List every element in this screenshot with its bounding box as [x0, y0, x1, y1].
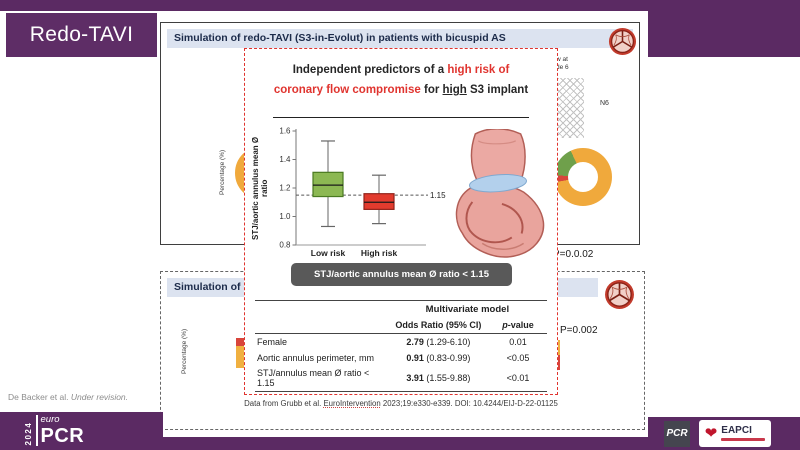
boxplot-chart: STJ/aortic annulus mean Ø ratio 0.8 1.0 1.…	[249, 123, 446, 275]
stent-caption-fragment: w at de 6	[556, 56, 569, 71]
slide-credit: De Backer et al. Under revision.	[8, 392, 129, 402]
panel-bottom-y-axis-label: Percentage (%)	[181, 328, 188, 374]
europcr-euro-text: euro	[40, 414, 60, 425]
svg-text:1.4: 1.4	[279, 155, 291, 164]
title-divider	[273, 117, 529, 118]
svg-text:1.15: 1.15	[430, 191, 446, 200]
panel-bottom-p-value: P=0.002	[560, 325, 598, 336]
europcr-pcr-text: PCR	[40, 424, 85, 447]
donut-chart-fragment-right	[554, 148, 612, 206]
top-banner-right-block	[648, 0, 800, 57]
pcr-logo: PCR	[664, 420, 690, 447]
svg-text:1.6: 1.6	[279, 127, 291, 136]
eapci-logo: ❤ EAPCI	[699, 420, 771, 447]
panel-top-y-axis-label: Percentage (%)	[219, 149, 226, 195]
svg-text:Low risk: Low risk	[311, 248, 346, 258]
footer-logos: PCR ❤ EAPCI	[648, 417, 800, 450]
europcr-divider	[36, 415, 38, 446]
table-row: Female 2.79 (1.29-6.10) 0.01	[257, 336, 527, 347]
bar-chart-fragment-left	[236, 338, 245, 368]
svg-text:0.8: 0.8	[279, 241, 291, 250]
svg-text:1.2: 1.2	[279, 184, 291, 193]
threshold-criterion-badge: STJ/aortic annulus mean Ø ratio < 1.15	[291, 263, 512, 286]
panel-top-p-value: P=0.0.02	[553, 249, 594, 260]
europcr-year: 2024	[24, 421, 33, 446]
valve-logo-icon	[608, 27, 637, 56]
popup-title: Independent predictors of a high risk of…	[273, 64, 529, 97]
aortic-root-illustration	[455, 129, 545, 258]
stent-size-label: N6	[600, 100, 609, 107]
table-row: STJ/annulus mean Ø ratio < 1.15 3.91 (1.…	[255, 365, 547, 392]
multivariate-table: Multivariate model Odds Ratio (95% CI) p…	[255, 299, 547, 392]
top-banner-strip	[0, 0, 800, 11]
svg-text:High risk: High risk	[361, 248, 398, 258]
eapci-tagline-bar	[721, 437, 766, 441]
valve-logo-icon	[605, 280, 634, 309]
table-group-header-row: Multivariate model	[255, 299, 547, 318]
panel-top-header: Simulation of redo-TAVI (S3-in-Evolut) i…	[167, 29, 633, 48]
europcr-logo: 2024 euro PCR	[0, 412, 163, 450]
popup-figure: Independent predictors of a high risk of…	[244, 48, 558, 395]
svg-text:1.0: 1.0	[279, 212, 291, 221]
col-p-value: p-value	[489, 317, 547, 335]
table-row: Aortic annulus perimeter, mm 0.91 (0.83-…	[257, 352, 530, 363]
section-title: Redo-TAVI	[6, 13, 157, 57]
col-odds-ratio: Odds Ratio (95% CI)	[387, 317, 489, 335]
figure-citation: Data from Grubb et al. EuroIntervention …	[244, 399, 558, 408]
footer-strip	[0, 437, 800, 450]
table-group-header: Multivariate model	[387, 299, 547, 318]
eapci-heart-icon: ❤	[704, 425, 718, 442]
table-subheader-row: Odds Ratio (95% CI) p-value	[255, 317, 547, 335]
stent-illustration-fragment	[556, 78, 584, 138]
boxplot-svg: 0.8 1.0 1.2 1.4 1.6 1.15 Low risk High risk	[279, 127, 446, 258]
